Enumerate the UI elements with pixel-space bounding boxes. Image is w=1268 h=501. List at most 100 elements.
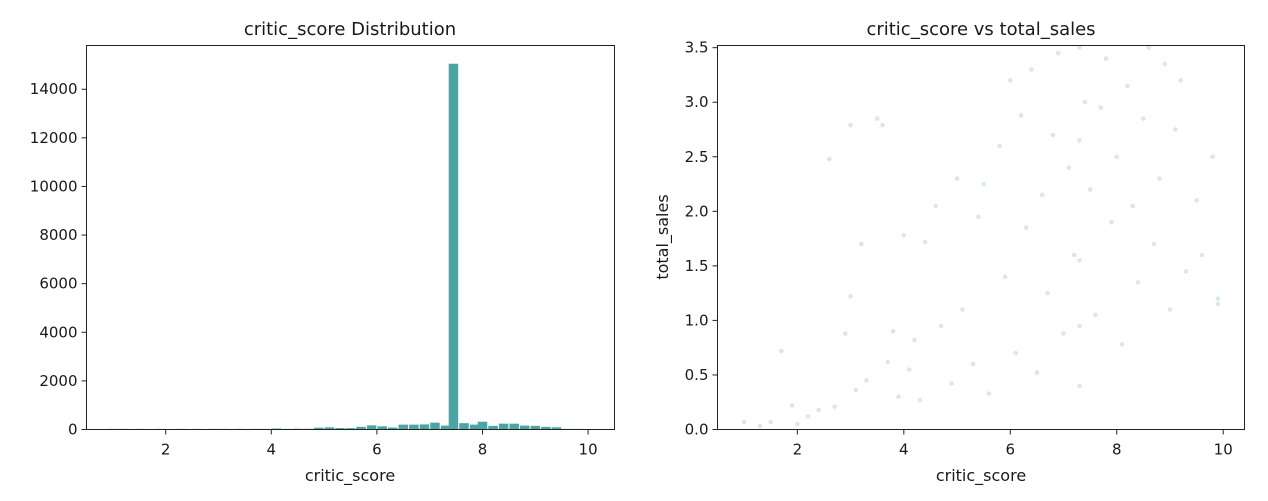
x-tick-label: 6	[1006, 441, 1016, 459]
scatter-point	[1002, 274, 1008, 280]
scatter-point	[816, 407, 821, 413]
x-tick-label: 8	[478, 441, 488, 459]
histogram-bar	[409, 424, 419, 430]
scatter-points	[741, 45, 1221, 429]
scatter-point	[938, 323, 944, 329]
scatter-point	[901, 233, 907, 238]
scatter-point	[949, 381, 955, 386]
scatter-point	[848, 294, 853, 299]
scatter-point	[917, 397, 923, 403]
scatter-point	[1103, 56, 1109, 61]
y-tick-label: 8000	[39, 226, 77, 244]
chart-title: critic_score vs total_sales	[866, 19, 1095, 40]
scatter-point	[954, 176, 960, 181]
scatter-point	[1146, 45, 1151, 50]
histogram-bar	[469, 424, 480, 430]
histogram-bar	[366, 425, 377, 430]
y-tick-label: 2000	[39, 372, 77, 390]
scatter-point	[1007, 78, 1013, 83]
scatter-point	[1199, 252, 1205, 258]
x-tick-label: 10	[1214, 441, 1233, 459]
scatter-point	[1125, 83, 1130, 89]
chart-title: critic_score Distribution	[244, 19, 456, 40]
scatter-point	[1135, 279, 1141, 285]
scatter-point	[1114, 154, 1120, 160]
scatter-point	[1167, 307, 1173, 312]
scatter-point	[1039, 192, 1045, 198]
x-tick-label: 8	[1112, 441, 1122, 459]
scatter-point	[970, 361, 976, 367]
histogram-bars	[108, 63, 583, 430]
histogram-bar	[509, 423, 519, 430]
y-tick-label: 6000	[39, 275, 77, 293]
scatter-point	[1141, 116, 1146, 121]
y-tick-label: 0.0	[685, 421, 709, 439]
y-tick-label: 2.5	[685, 148, 709, 166]
scatter-point	[1013, 350, 1018, 356]
scatter-point	[1093, 312, 1098, 318]
scatter-point	[1034, 370, 1040, 376]
y-axis-ticks: 0 2000 4000 6000 8000 10000 12000 14000	[30, 80, 87, 439]
y-axis-ticks: 0.0 0.5 1.0 1.5 2.0 2.5 3.0 3.5	[685, 39, 718, 439]
histogram-bar	[519, 425, 530, 430]
scatter-point	[1029, 67, 1034, 72]
scatter-point	[981, 181, 986, 187]
y-tick-label: 0	[68, 421, 78, 439]
scatter-point	[1194, 198, 1199, 203]
histogram-bar	[551, 427, 562, 430]
scatter-point	[1210, 154, 1215, 160]
scatter-point	[1130, 203, 1136, 209]
scatter-point	[1119, 342, 1125, 347]
scatter-point	[1098, 105, 1104, 110]
histogram-bar	[477, 421, 488, 430]
y-tick-label: 14000	[30, 80, 78, 98]
x-tick-label: 2	[793, 441, 803, 459]
histogram-bar	[335, 428, 345, 430]
histogram-bar	[530, 425, 541, 430]
y-tick-label: 3.5	[685, 39, 709, 57]
histogram-bar	[314, 427, 324, 430]
scatter-point	[853, 387, 859, 393]
scatter-point	[1077, 323, 1082, 329]
histogram-bar	[356, 426, 366, 430]
scatter-point	[1071, 252, 1077, 258]
scatter-point	[779, 348, 784, 354]
y-tick-label: 0.5	[685, 366, 709, 384]
x-tick-label: 2	[161, 441, 171, 459]
y-axis-label: total_sales	[653, 194, 673, 279]
scatter-point	[826, 156, 832, 162]
x-tick-label: 6	[372, 441, 382, 459]
scatter-point	[1045, 290, 1050, 296]
histogram-bar	[387, 427, 398, 430]
scatter-point	[906, 367, 912, 372]
scatter-point	[741, 419, 747, 425]
scatter-point	[858, 241, 864, 247]
scatter-point	[912, 337, 917, 343]
histogram-bar	[448, 63, 459, 430]
scatter-point	[805, 414, 811, 419]
x-axis-label: critic_score	[305, 466, 395, 486]
scatter-point	[997, 143, 1002, 149]
y-tick-label: 1.0	[685, 311, 709, 329]
scatter-point	[1077, 45, 1082, 50]
y-tick-label: 12000	[30, 129, 78, 147]
scatter-point	[1018, 113, 1024, 118]
scatter-point	[757, 423, 763, 429]
scatter-point	[1172, 127, 1178, 132]
plot-frame	[86, 45, 615, 430]
scatter-point	[885, 359, 891, 365]
scatter-point	[890, 329, 896, 334]
scatter-point	[976, 214, 981, 220]
x-axis-ticks: 2 4 6 8 10	[793, 429, 1233, 459]
y-tick-label: 3.0	[685, 93, 709, 111]
scatter-point	[1061, 331, 1066, 336]
scatter-point	[1157, 176, 1162, 181]
scatter-point	[864, 378, 869, 383]
histogram-bar	[324, 427, 335, 430]
scatter-point	[789, 403, 795, 408]
scatter-chart: critic_score vs total_sales 2 4 6 8 10 0.00.…	[653, 19, 1245, 486]
y-tick-label: 10000	[30, 177, 78, 195]
histogram-bar	[488, 425, 498, 430]
histogram-bar	[398, 424, 409, 430]
x-tick-label: 4	[267, 441, 277, 459]
